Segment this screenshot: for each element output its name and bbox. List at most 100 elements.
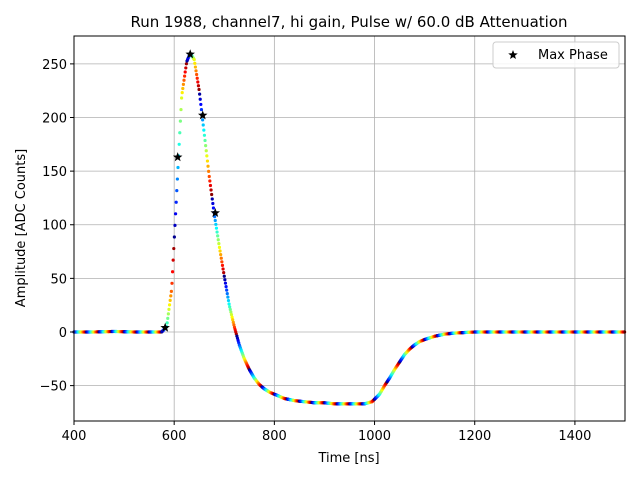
- y-tick-label: 50: [50, 272, 67, 287]
- waveform-point: [220, 263, 225, 268]
- waveform-point: [231, 318, 235, 322]
- waveform-point: [230, 315, 234, 319]
- max-phase-point: [172, 152, 183, 162]
- waveform-point: [168, 298, 172, 302]
- waveform-point: [208, 183, 213, 188]
- waveform-point: [215, 230, 219, 234]
- x-axis: 400 600 800 1000 1200 1400: [62, 421, 591, 444]
- waveform-point: [176, 165, 180, 170]
- waveform-point: [166, 312, 170, 316]
- max-phase-point: [185, 49, 195, 59]
- waveform-point: [172, 235, 176, 239]
- waveform-point: [169, 289, 173, 293]
- waveform-point: [201, 118, 205, 122]
- waveform-point: [214, 226, 219, 230]
- waveform-point: [202, 128, 206, 132]
- waveform-point: [224, 285, 228, 289]
- waveform-point: [198, 92, 202, 96]
- waveform-point: [205, 159, 210, 163]
- waveform-point: [175, 189, 179, 193]
- x-axis-label: Time [ns]: [317, 451, 379, 466]
- x-tick-label: 1400: [558, 429, 591, 444]
- waveform-point: [201, 123, 205, 127]
- waveform-point: [202, 133, 207, 137]
- waveform-point: [166, 316, 170, 320]
- waveform-point: [193, 65, 198, 69]
- waveform-point: [210, 197, 214, 201]
- waveform-point: [195, 76, 199, 80]
- x-tick-label: 400: [62, 429, 87, 444]
- waveform-point: [223, 278, 227, 282]
- legend-label-max-phase: Max Phase: [538, 48, 608, 63]
- waveform-point: [197, 87, 201, 92]
- waveform-point: [203, 138, 207, 143]
- waveform-point: [211, 206, 216, 210]
- waveform-point: [221, 267, 225, 271]
- waveform-point: [207, 174, 211, 179]
- legend: Max Phase: [492, 41, 620, 69]
- waveform-point: [173, 212, 178, 216]
- y-axis: −50 0 50 100 150 200 250: [40, 58, 74, 395]
- waveform-point: [222, 271, 226, 275]
- waveform-point: [199, 107, 204, 112]
- y-axis-label: Amplitude [ADC Counts]: [14, 149, 29, 307]
- waveform-point: [167, 303, 172, 307]
- waveform-point: [229, 313, 234, 317]
- y-tick-label: 250: [42, 58, 67, 73]
- waveform-point: [167, 307, 171, 311]
- waveform-point: [210, 192, 214, 197]
- waveform-point: [219, 253, 223, 257]
- x-tick-label: 1200: [458, 429, 491, 444]
- waveform-point: [180, 91, 184, 95]
- legend-box: [492, 41, 620, 69]
- max-phase-series: [160, 49, 221, 332]
- waveform-point: [172, 246, 176, 251]
- y-tick-label: −50: [40, 380, 67, 395]
- waveform-point: [180, 96, 184, 100]
- waveform-point: [219, 256, 223, 260]
- y-tick-label: 200: [42, 112, 67, 127]
- waveform-point: [194, 69, 198, 73]
- waveform-point: [226, 295, 230, 299]
- x-tick-label: 800: [262, 429, 287, 444]
- plot-frame: [73, 35, 626, 422]
- waveform-point: [229, 310, 233, 314]
- waveform-point: [228, 305, 232, 309]
- waveform-point: [179, 107, 183, 112]
- waveform-point: [213, 218, 217, 223]
- waveform-point: [183, 74, 187, 78]
- waveform-point: [217, 245, 222, 249]
- max-phase-point: [197, 110, 208, 120]
- waveform-point: [178, 131, 182, 135]
- x-tick-label: 1000: [358, 429, 391, 444]
- waveform-point: [173, 223, 177, 227]
- max-phase-point: [210, 207, 221, 217]
- waveform-point: [170, 270, 175, 274]
- waveform-point: [206, 164, 210, 168]
- waveform-point: [181, 82, 185, 86]
- waveform-point: [193, 61, 197, 65]
- waveform-point: [183, 70, 187, 74]
- waveform-point: [211, 201, 215, 206]
- waveform-point: [178, 119, 182, 123]
- waveform-point: [217, 242, 221, 246]
- waveform-point: [170, 281, 174, 285]
- waveform-point: [222, 274, 226, 278]
- legend-star-icon: [508, 50, 518, 60]
- waveform-point: [218, 249, 222, 253]
- waveform-point: [223, 281, 228, 285]
- waveform-point: [177, 142, 181, 146]
- waveform-series: [72, 52, 627, 406]
- waveform-point: [214, 222, 218, 226]
- waveform-point: [225, 292, 229, 296]
- waveform-point: [208, 179, 212, 183]
- waveform-point: [226, 298, 231, 303]
- waveform-point: [196, 84, 201, 88]
- y-tick-label: 0: [59, 326, 67, 341]
- y-tick-label: 150: [42, 165, 67, 180]
- waveform-point: [182, 78, 186, 82]
- waveform-point: [184, 66, 188, 70]
- waveform-point: [171, 258, 175, 262]
- waveform-point: [216, 234, 220, 238]
